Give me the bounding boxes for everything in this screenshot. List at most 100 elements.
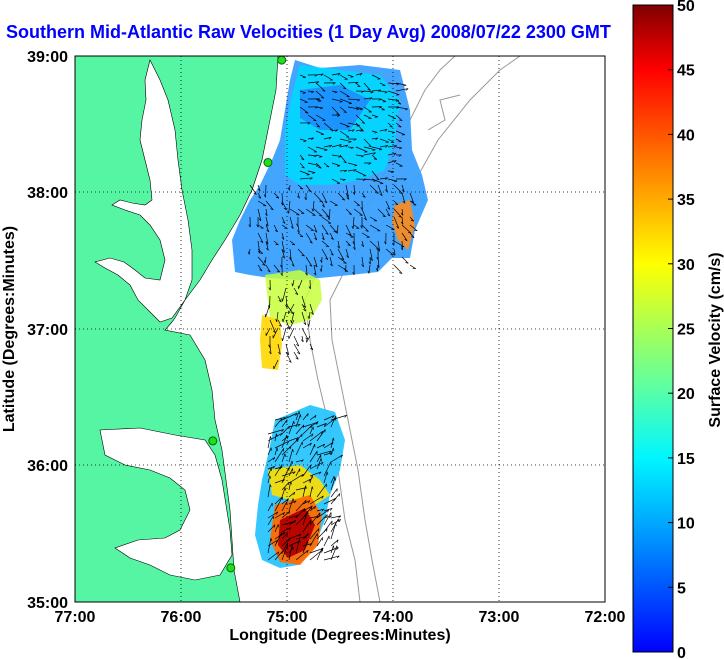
velocity-arrow [274,466,283,470]
velocity-arrow-head [379,148,383,151]
velocity-arrow-head [311,486,314,490]
colorbar-tick-label: 35 [677,192,695,209]
velocity-arrow [323,442,334,449]
velocity-arrow-head [286,532,289,536]
velocity-arrow [257,208,262,221]
velocity-arrow [281,545,288,561]
velocity-arrow [323,461,332,477]
velocity-arrow-head [272,330,276,334]
velocity-arrow [267,515,274,526]
velocity-arrow [409,200,417,206]
velocity-arrow-head [290,226,294,229]
velocity-arrow [295,414,301,428]
velocity-arrow [355,146,368,153]
velocity-arrow [257,256,266,266]
y-axis: 39:00 38:00 37:00 36:00 35:00 Latitude (… [1,49,68,612]
x-tick-label: 73:00 [479,609,520,626]
land-mass [75,56,279,602]
velocity-arrow [331,144,342,148]
velocity-arrow-head [295,437,299,441]
velocity-arrow [409,232,415,238]
velocity-arrow-head [396,83,400,86]
velocity-arrow-head [314,230,318,233]
velocity-arrow-head [289,257,292,261]
velocity-arrow [409,224,418,231]
velocity-arrow [323,471,328,484]
velocity-arrow [361,192,366,198]
velocity-arrow-head [307,500,311,504]
velocity-arrow-head [286,441,290,444]
velocity-arrow [274,416,286,421]
velocity-arrow-head [257,188,261,192]
velocity-arrow-head [280,264,283,268]
velocity-arrow-head [336,555,340,559]
velocity-arrow-head [344,170,348,173]
velocity-arrow-head [335,523,337,527]
velocity-arrow [316,514,328,526]
velocity-arrow [307,146,317,153]
velocity-arrow [387,82,400,85]
velocity-arrow [265,240,269,251]
velocity-arrow-head [400,221,404,225]
velocity-arrow-head [330,263,333,267]
velocity-arrow-head [389,126,393,128]
velocity-arrow-head [280,418,282,422]
velocity-arrow-head [330,253,334,256]
velocity-arrow [295,411,300,421]
velocity-arrow [345,232,354,238]
velocity-arrow-head [283,207,287,211]
velocity-arrow [339,90,350,98]
velocity-arrow [315,146,328,151]
velocity-arrow-head [301,433,303,438]
velocity-arrow [276,311,279,322]
velocity-arrow-head [403,84,407,87]
velocity-arrow [312,200,315,212]
velocity-arrow [288,491,296,498]
velocity-arrow-head [276,270,280,273]
velocity-arrow-head [330,237,334,240]
velocity-arrow-head [357,99,361,102]
velocity-arrow-head [367,89,371,91]
velocity-arrow [337,240,340,249]
velocity-arrow-head [362,178,366,181]
velocity-arrow [277,295,282,303]
velocity-arrow-head [295,357,299,360]
velocity-arrow [289,319,295,330]
y-tick-label: 36:00 [27,458,68,475]
velocity-arrow-head [340,454,343,458]
velocity-arrow-head [248,224,251,228]
velocity-arrow-head [314,415,317,419]
velocity-arrow [323,162,330,168]
velocity-arrow [305,232,313,244]
velocity-arrow-head [393,145,397,148]
velocity-arrow-head [278,351,281,355]
velocity-arrow [321,200,325,208]
velocity-arrow [316,423,327,428]
velocity-arrow-head [321,461,324,465]
velocity-arrow-head [333,545,335,549]
velocity-arrow-head [308,478,311,482]
velocity-arrow-head [301,254,305,257]
velocity-arrow-head [338,515,342,519]
velocity-arrow [330,519,341,526]
velocity-arrow [339,122,350,127]
velocity-arrow [295,539,300,554]
radar-station-marker [277,55,287,65]
velocity-arrow [330,454,343,463]
velocity-arrow [267,538,272,554]
velocity-arrow-head [278,300,282,303]
velocity-arrow-head [324,149,328,151]
velocity-arrow-head [270,537,273,542]
velocity-arrow [299,98,308,103]
velocity-arrow [267,551,280,561]
velocity-arrow [309,533,318,547]
velocity-arrow [339,130,350,138]
velocity-arrow [295,459,304,463]
velocity-arrow-head [311,312,314,315]
colorbar-tick-label: 0 [677,645,686,659]
velocity-arrow [299,162,305,169]
velocity-arrow [371,137,379,140]
velocity-arrow [371,154,378,160]
velocity-arrow [401,232,408,241]
